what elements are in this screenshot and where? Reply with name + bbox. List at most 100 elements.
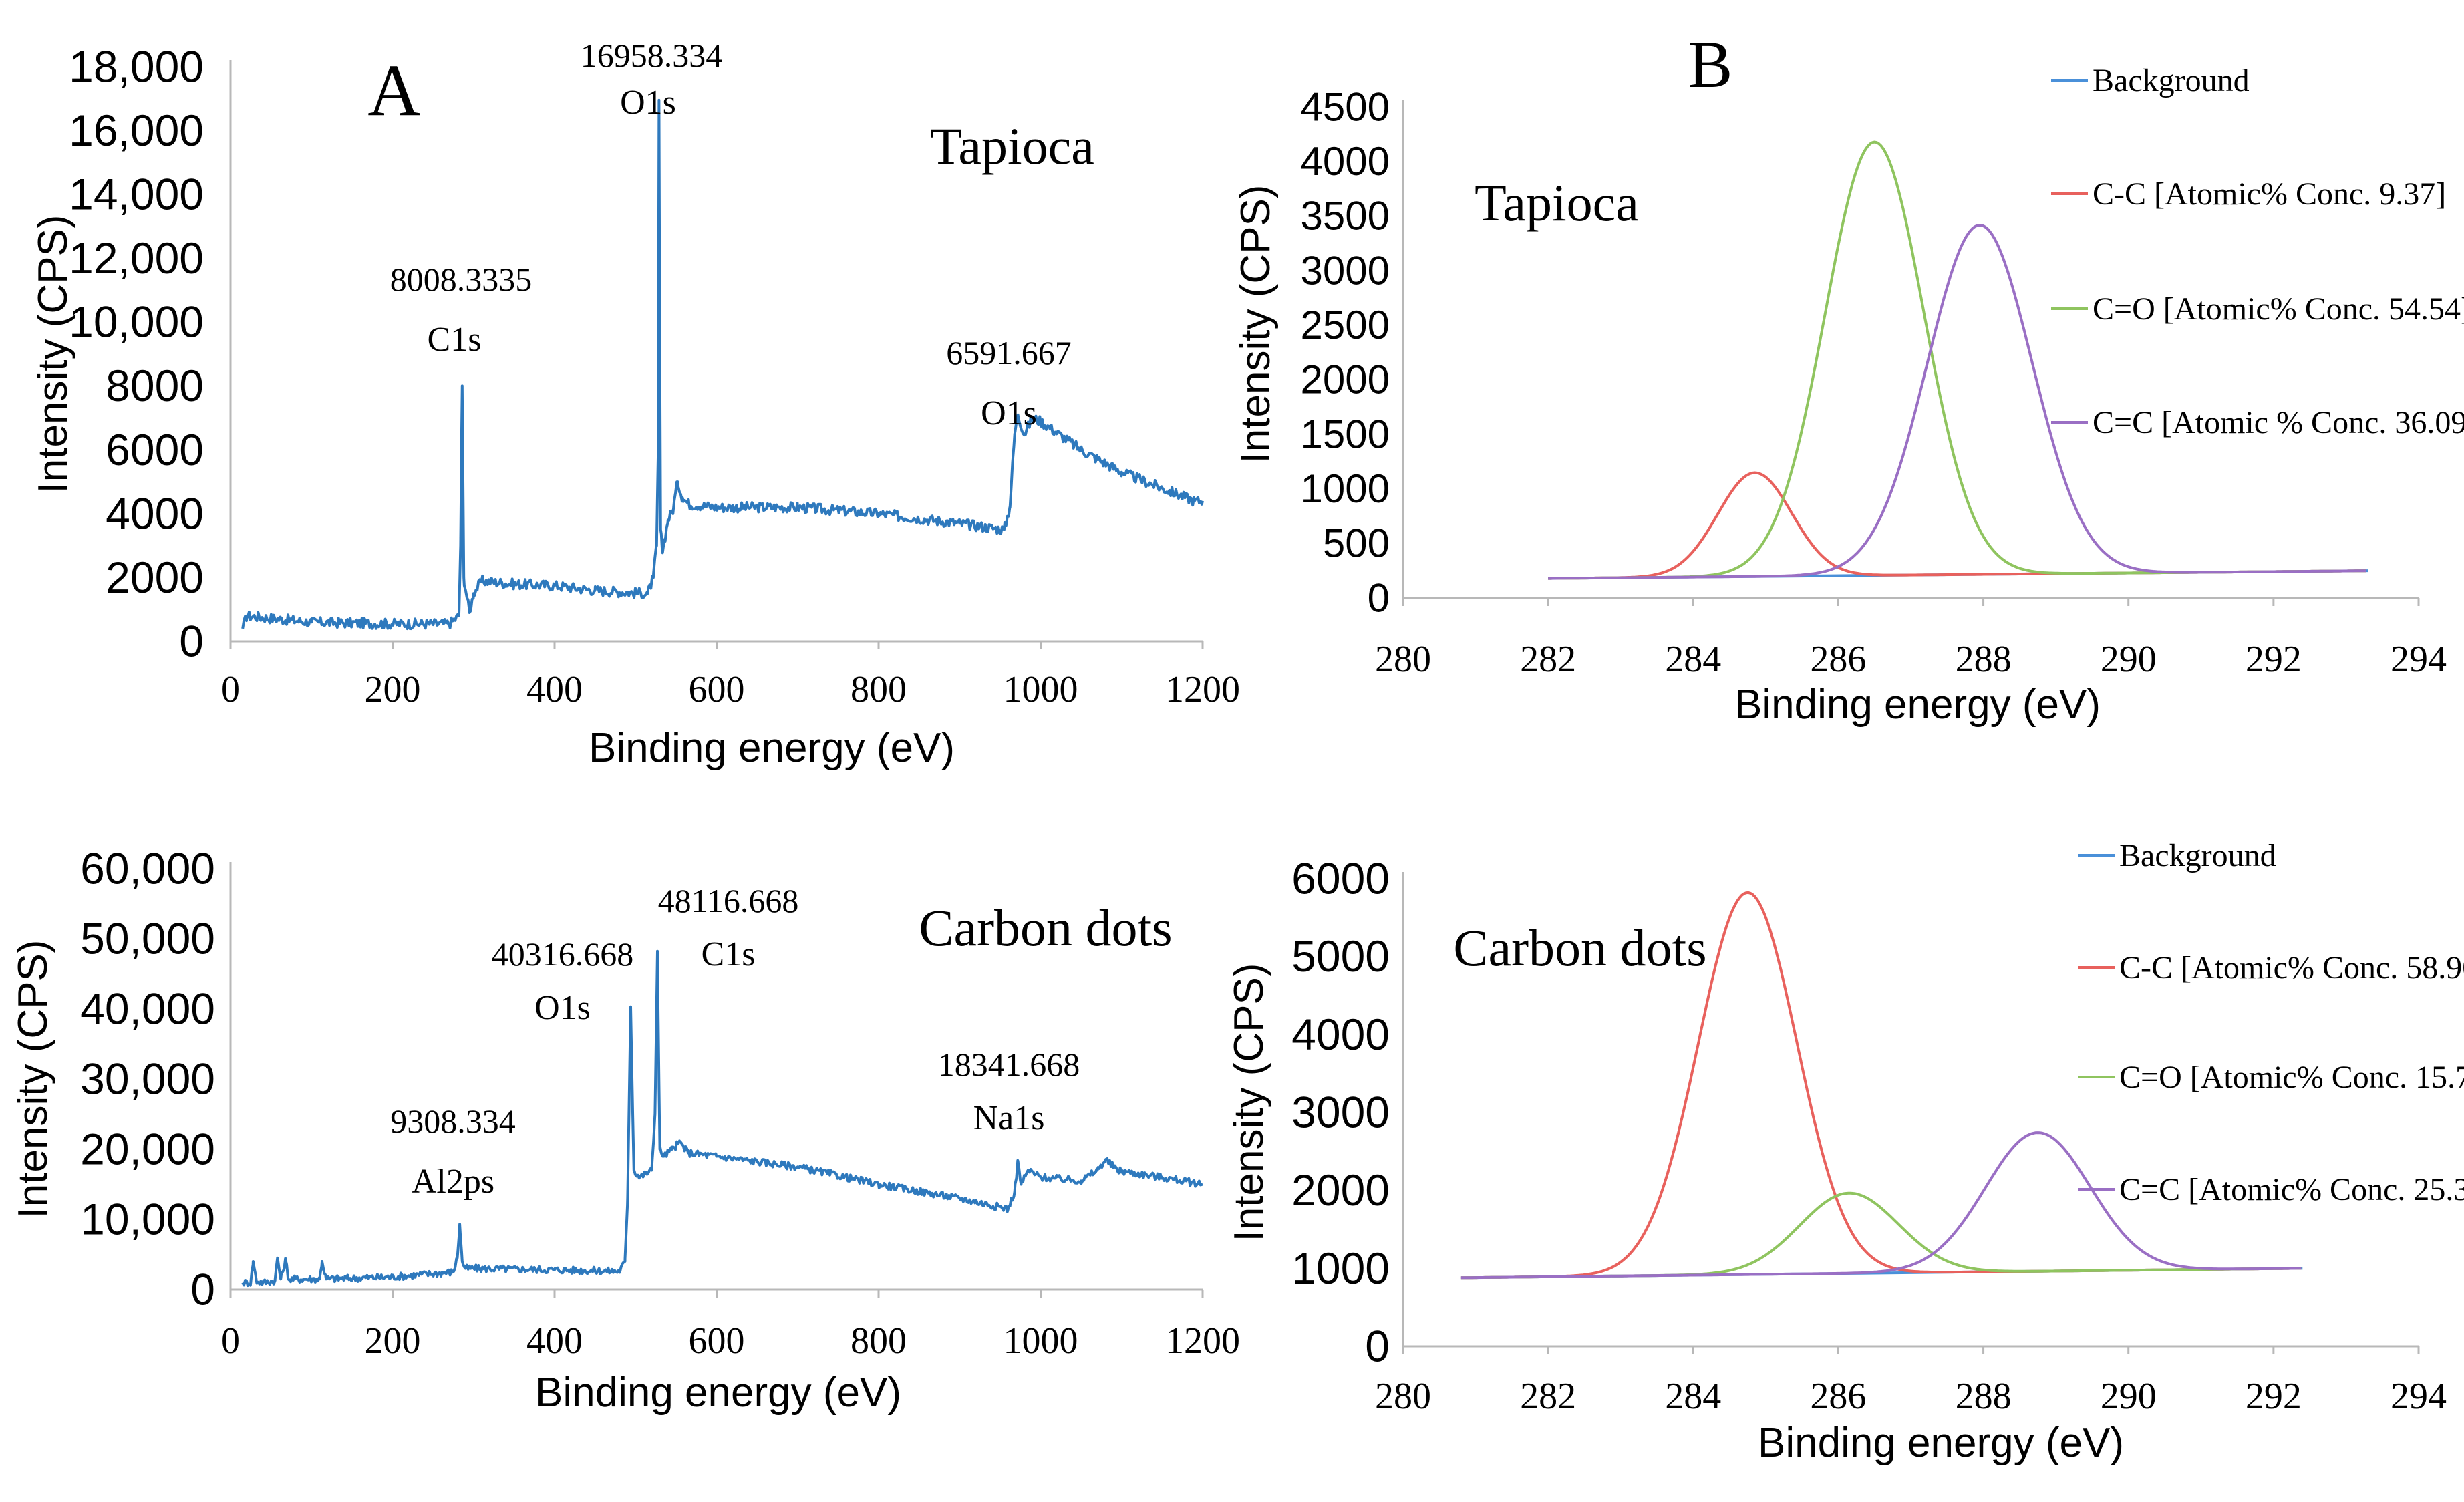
y-tick-label: 0: [1365, 1321, 1390, 1370]
y-tick-label: 12,000: [69, 233, 204, 283]
x-tick-label: 284: [1665, 1376, 1721, 1417]
panel-label-b: B: [1688, 27, 1733, 102]
legend-entry-co: C=O [Atomic% Conc. 54.54]: [2093, 291, 2464, 327]
x-tick-label: 288: [1956, 1376, 2012, 1417]
survey-line: [241, 98, 1204, 631]
y-tick-label: 2500: [1301, 303, 1390, 347]
y-tick-label: 20,000: [80, 1124, 215, 1173]
chart-survey-tapioca: 0 200 400 600 800 1000 1200 0 2000 4000 6000 8000 10…: [30, 37, 1240, 771]
x-tick-label: 294: [2391, 639, 2447, 680]
x-tick-label: 200: [365, 1320, 421, 1362]
y-tick-label: 40,000: [80, 984, 215, 1033]
y-axis-title: Intensity (CPS): [10, 940, 56, 1219]
y-tick-label: 18,000: [69, 41, 204, 91]
x-tick-label: 282: [1520, 639, 1576, 680]
x-tick-label: 294: [2391, 1376, 2447, 1417]
x-axis-title: Binding energy (eV): [1758, 1420, 2124, 1466]
y-tick-label: 6000: [106, 425, 204, 474]
x-tick-label: 200: [365, 669, 421, 710]
y-tick-label: 2000: [1301, 357, 1390, 402]
x-tick-label: 0: [221, 669, 240, 710]
x-tick-label: 1000: [1004, 669, 1078, 710]
y-tick-label: 2000: [1291, 1165, 1390, 1215]
y-tick-label: 14,000: [69, 170, 204, 219]
peak-name-label: Na1s: [973, 1099, 1045, 1137]
x-tick-label: 600: [689, 1320, 745, 1362]
peak-name-label: O1s: [534, 989, 591, 1027]
peak-value-label: 9308.334: [390, 1102, 516, 1140]
y-tick-label: 30,000: [80, 1054, 215, 1103]
x-axis-title: Binding energy (eV): [535, 1370, 901, 1416]
x-axis-title: Binding energy (eV): [589, 725, 955, 771]
chart-layer: 0 200 400 600 800 1000 12000200040006000800010…: [10, 37, 2464, 1466]
x-tick-label: 286: [1810, 639, 1866, 680]
peak-name-label: C1s: [428, 321, 482, 359]
peak-value-label: 16958.334: [581, 37, 723, 74]
x-tick-label: 292: [2246, 639, 2302, 680]
peak-cec-line: [1460, 1131, 2302, 1280]
peak-value-label: 48116.668: [658, 882, 799, 919]
x-tick-label: 286: [1810, 1376, 1866, 1417]
x-tick-label: 400: [526, 1320, 583, 1362]
chart-survey-cdots: 0 200 400 600 800 1000 1200 0 10,000 20,000 30,000…: [10, 843, 1240, 1416]
x-tick-label: 280: [1375, 1376, 1431, 1417]
y-tick-label: 16,000: [69, 106, 204, 155]
legend-entry-cc: C-C [Atomic% Conc. 58.90]: [2119, 950, 2464, 986]
y-axis-title: Intensity (CPS): [1226, 963, 1272, 1242]
y-tick-label: 2000: [106, 553, 204, 602]
y-tick-label: 5000: [1291, 931, 1390, 981]
peak-value-label: 40316.668: [492, 935, 634, 973]
x-tick-label: 1200: [1165, 669, 1240, 710]
y-tick-label: 4500: [1301, 84, 1390, 129]
legend-entry-cc: C-C [Atomic% Conc. 9.37]: [2093, 176, 2446, 212]
survey-line: [241, 949, 1203, 1288]
y-tick-label: 50,000: [80, 913, 215, 963]
y-tick-label: 4000: [106, 488, 204, 538]
chart-title: Carbon dots: [919, 899, 1172, 957]
x-tick-label: 290: [2101, 639, 2157, 680]
peak-name-label: C1s: [702, 935, 756, 973]
y-tick-label: 1000: [1291, 1243, 1390, 1293]
legend-entry-cec: C=C [Atomic % Conc. 36.09]: [2093, 405, 2464, 440]
y-tick-label: 0: [190, 1264, 215, 1314]
chart-title: Tapioca: [1475, 174, 1639, 232]
x-axis-title: Binding energy (eV): [1734, 682, 2101, 728]
x-tick-label: 280: [1375, 639, 1431, 680]
y-tick-label: 6000: [1291, 853, 1390, 903]
peak-name-label: Al2ps: [412, 1163, 494, 1201]
legend-entry-background: Background: [2093, 63, 2250, 98]
y-tick-label: 500: [1323, 521, 1390, 566]
legend-entry-background: Background: [2119, 838, 2276, 873]
y-tick-label: 10,000: [69, 297, 204, 347]
x-tick-label: 284: [1665, 639, 1721, 680]
x-tick-label: 292: [2246, 1376, 2302, 1417]
x-tick-label: 1000: [1004, 1320, 1078, 1362]
y-tick-label: 3000: [1301, 248, 1390, 293]
y-tick-label: 0: [179, 616, 204, 665]
x-tick-label: 800: [851, 669, 907, 710]
peak-name-label: O1s: [620, 84, 676, 122]
chart-title: Tapioca: [930, 117, 1094, 175]
legend-entry-cec: C=C [Atomic% Conc. 25.36]: [2119, 1172, 2464, 1207]
y-tick-label: 1500: [1301, 412, 1390, 456]
x-tick-label: 0: [221, 1320, 240, 1362]
y-tick-label: 4000: [1301, 139, 1390, 184]
chart-hr-cdots: 280 282 284 286 288 290 292 294 0 1000 2000 3000 400…: [1226, 838, 2464, 1466]
peak-cec-line: [1548, 223, 2366, 580]
legend-entry-co: C=O [Atomic% Conc. 15.74]: [2119, 1060, 2464, 1095]
x-tick-label: 600: [689, 669, 745, 710]
x-tick-label: 1200: [1165, 1320, 1240, 1362]
y-tick-label: 3500: [1301, 194, 1390, 239]
chart-title: Carbon dots: [1453, 919, 1706, 977]
y-tick-label: 8000: [106, 361, 204, 410]
y-tick-label: 10,000: [80, 1194, 215, 1243]
y-tick-label: 1000: [1301, 466, 1390, 511]
chart-hr-tapioca: 280 282 284 286 288 290 292 294 0 500 1000 1500 2000…: [1233, 63, 2464, 728]
peak-value-label: 18341.668: [938, 1046, 1080, 1083]
peak-value-label: 8008.3335: [390, 261, 532, 298]
y-tick-label: 4000: [1291, 1010, 1390, 1059]
x-tick-label: 400: [526, 669, 583, 710]
y-axis-title: Intensity (CPS): [1233, 185, 1279, 464]
